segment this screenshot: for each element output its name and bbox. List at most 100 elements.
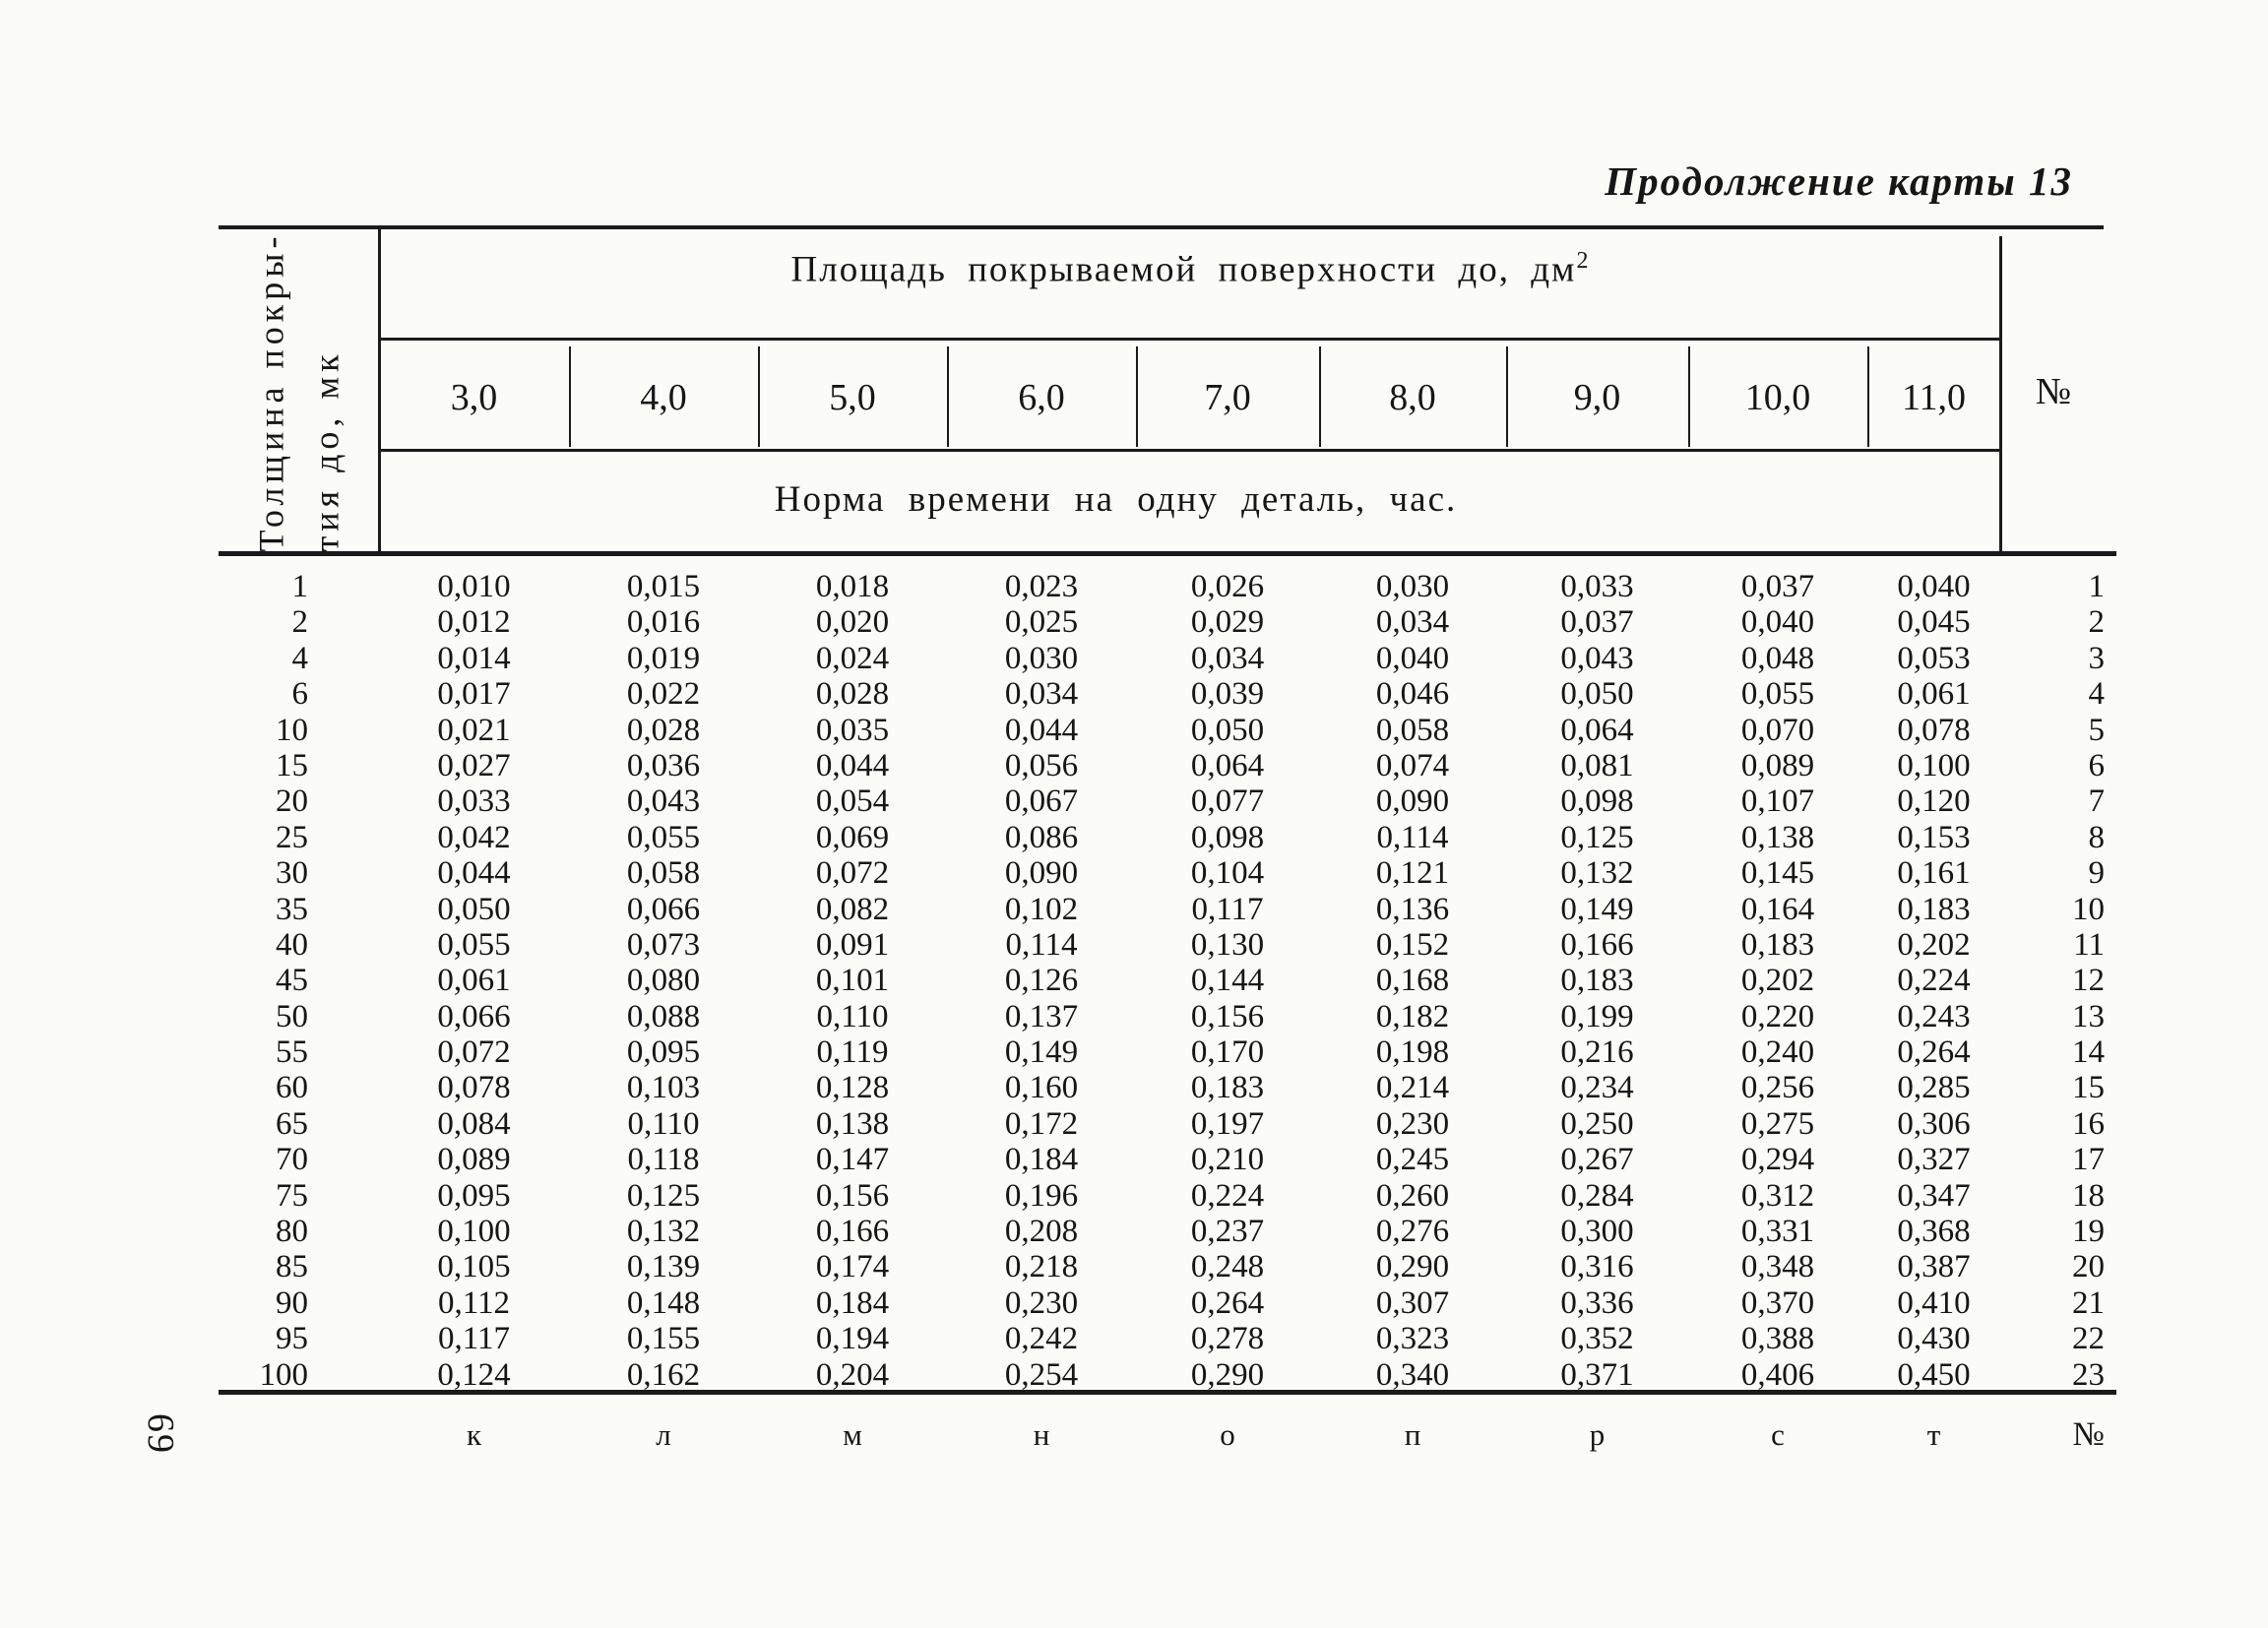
value-cell: 0,124 — [437, 1356, 511, 1393]
value-cell: 0,331 — [1740, 1214, 1815, 1250]
value-cell: 0,110 — [816, 998, 889, 1034]
value-cell: 0,406 — [1740, 1356, 1815, 1393]
value-cell: 0,162 — [626, 1356, 701, 1393]
value-cell: 0,156 — [1190, 998, 1265, 1034]
value-cell: 0,132 — [626, 1214, 701, 1250]
footer-letter: с — [1771, 1417, 1785, 1452]
thickness-cell: 90 — [276, 1284, 308, 1321]
row-number-cell: 4 — [2088, 676, 2106, 713]
value-cell: 0,160 — [1004, 1070, 1079, 1106]
value-cell: 0,025 — [1004, 604, 1079, 641]
value-cell: 0,091 — [815, 926, 890, 963]
value-cell: 0,035 — [815, 712, 890, 748]
value-cell: 0,218 — [1004, 1249, 1079, 1285]
table-row: 20 0,033 0,043 0,054 0,067 0,077 0,090 0,098 0,1… — [219, 783, 2107, 819]
value-cell: 0,112 — [437, 1284, 511, 1321]
value-cell: 0,147 — [815, 1142, 890, 1178]
value-cell: 0,388 — [1740, 1321, 1815, 1357]
value-cell: 0,114 — [1376, 819, 1449, 855]
value-cell: 0,264 — [1190, 1284, 1265, 1321]
value-cell: 0,100 — [1897, 747, 1971, 783]
value-cell: 0,037 — [1560, 604, 1634, 641]
row-number-cell: 10 — [2072, 891, 2105, 927]
corner-cell-divider — [378, 229, 381, 551]
value-cell: 0,242 — [1004, 1321, 1079, 1357]
value-cell: 0,114 — [1005, 926, 1078, 963]
value-cell: 0,119 — [816, 1034, 889, 1071]
value-cell: 0,248 — [1190, 1249, 1265, 1285]
value-cell: 0,336 — [1560, 1284, 1634, 1321]
value-cell: 0,072 — [437, 1034, 511, 1071]
value-cell: 0,276 — [1375, 1214, 1450, 1250]
row-number-cell: 1 — [2088, 569, 2106, 604]
value-cell: 0,166 — [815, 1214, 890, 1250]
value-cell: 0,029 — [1190, 604, 1265, 641]
value-cell: 0,022 — [626, 676, 701, 713]
value-cell: 0,199 — [1560, 998, 1634, 1034]
value-cell: 0,073 — [626, 926, 701, 963]
value-cell: 0,107 — [1740, 783, 1815, 820]
value-cell: 0,089 — [437, 1142, 511, 1178]
value-cell: 0,078 — [1897, 712, 1971, 748]
table-row: 95 0,117 0,155 0,194 0,242 0,278 0,323 0,352 0,3… — [219, 1321, 2107, 1356]
table-body: 1 0,010 0,015 0,018 0,023 0,026 0,030 0,033 0,03… — [219, 569, 2107, 1393]
value-cell: 0,125 — [626, 1177, 701, 1214]
value-cell: 0,110 — [627, 1105, 700, 1142]
value-cell: 0,198 — [1375, 1034, 1450, 1071]
column-header-6,0: 6,0 — [1018, 377, 1065, 418]
value-cell: 0,156 — [815, 1177, 890, 1214]
thickness-cell: 80 — [276, 1214, 308, 1250]
footer-letter: м — [843, 1417, 862, 1452]
row-number-cell: 18 — [2072, 1177, 2105, 1214]
subheader: Норма времени на одну деталь, час. — [774, 479, 1458, 520]
value-cell: 0,196 — [1004, 1177, 1079, 1214]
column-separator — [1867, 346, 1869, 447]
value-cell: 0,148 — [626, 1284, 701, 1321]
value-cell: 0,118 — [627, 1142, 700, 1178]
value-cell: 0,103 — [626, 1070, 701, 1106]
row-number-cell: 21 — [2072, 1284, 2105, 1321]
thickness-cell: 20 — [276, 783, 308, 820]
column-header-9,0: 9,0 — [1573, 377, 1621, 418]
thickness-cell: 60 — [276, 1070, 308, 1106]
thickness-cell: 35 — [276, 891, 308, 927]
row-number-cell: 17 — [2072, 1142, 2105, 1178]
table-row: 1 0,010 0,015 0,018 0,023 0,026 0,030 0,033 0,03… — [219, 569, 2107, 604]
value-cell: 0,050 — [1560, 676, 1634, 713]
column-separator — [1136, 346, 1138, 447]
thickness-cell: 45 — [276, 963, 308, 999]
value-cell: 0,040 — [1740, 604, 1815, 641]
value-cell: 0,040 — [1897, 569, 1971, 604]
value-cell: 0,139 — [626, 1249, 701, 1285]
column-separator — [758, 346, 760, 447]
value-cell: 0,149 — [1004, 1034, 1079, 1071]
value-cell: 0,230 — [1004, 1284, 1079, 1321]
column-separator — [1688, 346, 1690, 447]
column-separator — [1319, 346, 1321, 447]
row-number-cell: 8 — [2088, 819, 2106, 855]
value-cell: 0,055 — [437, 926, 511, 963]
value-cell: 0,161 — [1897, 855, 1971, 892]
area-header-underline — [379, 338, 2000, 341]
value-cell: 0,050 — [1190, 712, 1265, 748]
thickness-cell: 6 — [291, 676, 309, 713]
value-cell: 0,104 — [1190, 855, 1265, 892]
column-separator — [569, 346, 571, 447]
value-cell: 0,028 — [626, 712, 701, 748]
value-cell: 0,082 — [815, 891, 890, 927]
page-title: Продолжение карты 13 — [1605, 158, 2073, 204]
value-cell: 0,044 — [1004, 712, 1079, 748]
table-row: 50 0,066 0,088 0,110 0,137 0,156 0,182 0,199 0,2… — [219, 999, 2107, 1034]
value-cell: 0,254 — [1004, 1356, 1079, 1393]
value-cell: 0,021 — [437, 712, 511, 748]
value-cell: 0,224 — [1190, 1177, 1265, 1214]
value-cell: 0,278 — [1190, 1321, 1265, 1357]
row-number-cell: 11 — [2073, 926, 2105, 963]
table-row: 25 0,042 0,055 0,069 0,086 0,098 0,114 0,125 0,1… — [219, 820, 2107, 855]
value-cell: 0,430 — [1897, 1321, 1971, 1357]
value-cell: 0,061 — [437, 963, 511, 999]
value-cell: 0,089 — [1740, 747, 1815, 783]
value-cell: 0,120 — [1897, 783, 1971, 820]
value-cell: 0,102 — [1004, 891, 1079, 927]
